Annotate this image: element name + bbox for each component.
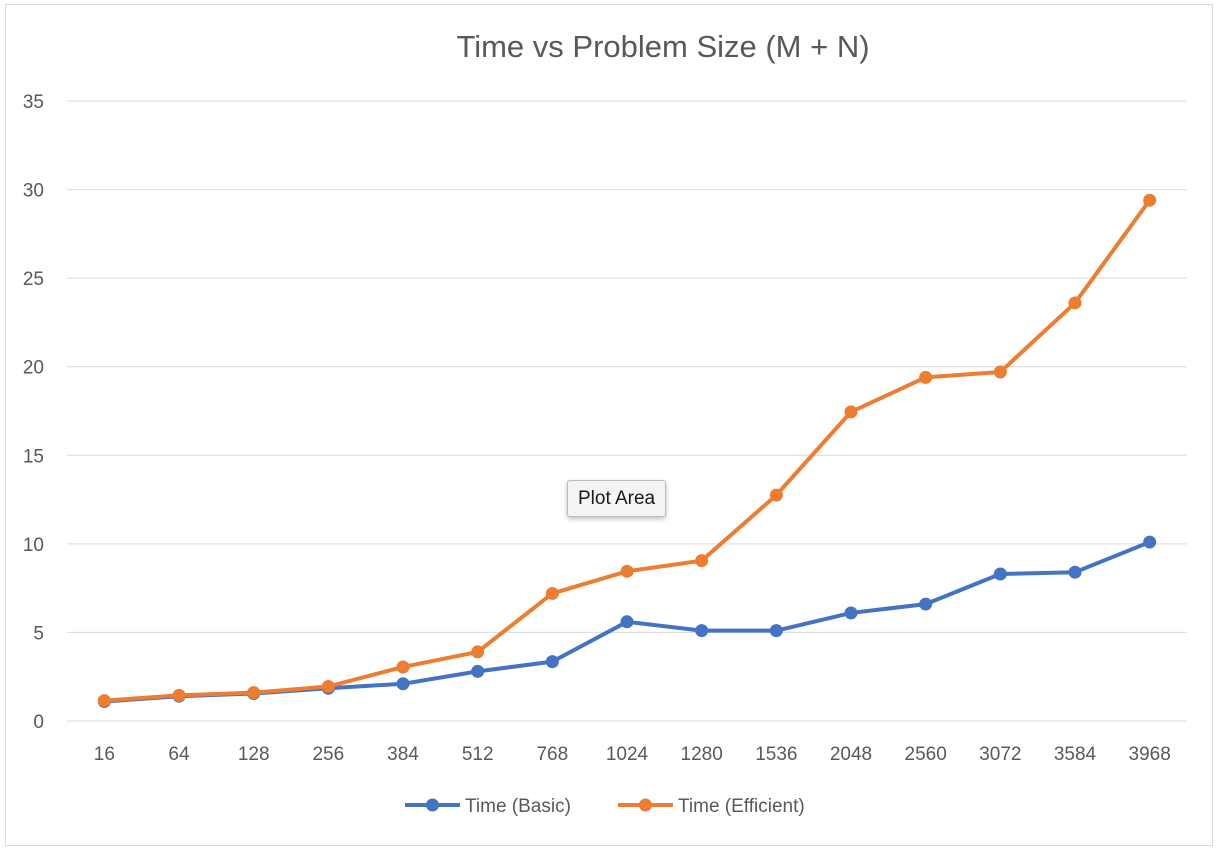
x-tick-label: 1280 — [681, 744, 723, 765]
x-tick-label: 128 — [238, 744, 270, 765]
y-tick-label: 30 — [23, 181, 44, 202]
x-tick-label: 384 — [387, 744, 419, 765]
data-point[interactable] — [396, 660, 410, 674]
data-point[interactable] — [172, 688, 186, 702]
y-tick-label: 20 — [23, 358, 44, 379]
y-tick-label: 25 — [23, 269, 44, 290]
chart-title: Time vs Problem Size (M + N) — [456, 29, 869, 64]
data-point[interactable] — [919, 370, 933, 384]
data-point[interactable] — [545, 586, 559, 600]
data-point[interactable] — [695, 554, 709, 568]
data-point[interactable] — [844, 405, 858, 419]
data-point[interactable] — [1143, 193, 1157, 207]
series-1[interactable] — [97, 193, 1157, 708]
legend-label: Time (Basic) — [465, 796, 571, 817]
x-tick-label: 2048 — [830, 744, 872, 765]
data-point[interactable] — [1068, 296, 1082, 310]
plot-area[interactable] — [97, 193, 1157, 709]
legend-marker — [426, 798, 439, 812]
legend-marker — [639, 798, 652, 812]
x-tick-label: 64 — [168, 744, 190, 765]
x-tick-label: 1536 — [755, 744, 797, 765]
legend-item-1[interactable]: Time (Efficient) — [618, 796, 805, 817]
data-point[interactable] — [620, 615, 634, 629]
x-tick-label: 512 — [462, 744, 494, 765]
x-tick-label: 16 — [94, 744, 115, 765]
legend-item-0[interactable]: Time (Basic) — [405, 796, 571, 817]
data-point[interactable] — [769, 488, 783, 502]
x-tick-label: 3968 — [1129, 744, 1171, 765]
data-point[interactable] — [993, 567, 1007, 581]
x-tick-label: 3072 — [979, 744, 1021, 765]
chart-frame[interactable] — [5, 4, 1213, 846]
data-point[interactable] — [993, 365, 1007, 379]
legend[interactable]: Time (Basic) Time (Efficient) — [405, 796, 805, 817]
data-point[interactable] — [769, 624, 783, 638]
data-point[interactable] — [844, 606, 858, 620]
data-point[interactable] — [545, 655, 559, 669]
data-point[interactable] — [321, 679, 335, 693]
data-point[interactable] — [471, 664, 485, 678]
series-0[interactable] — [97, 535, 1157, 709]
y-tick-label: 15 — [23, 446, 44, 467]
x-tick-label: 3584 — [1054, 744, 1097, 765]
data-point[interactable] — [97, 694, 111, 708]
x-tick-label: 256 — [312, 744, 344, 765]
data-point[interactable] — [1068, 565, 1082, 579]
x-axis-ticks: 16 64 128 256 384 512 768 1024 1280 1536 2048 2560 3… — [94, 744, 1171, 765]
data-point[interactable] — [620, 564, 634, 578]
legend-label: Time (Efficient) — [678, 796, 805, 817]
x-tick-label: 2560 — [905, 744, 947, 765]
y-tick-label: 5 — [33, 623, 44, 644]
x-tick-label: 768 — [536, 744, 568, 765]
data-point[interactable] — [695, 624, 709, 638]
x-tick-label: 1024 — [606, 744, 649, 765]
plot-area-tooltip: Plot Area — [567, 480, 667, 517]
data-point[interactable] — [1143, 535, 1157, 549]
y-tick-label: 0 — [33, 712, 44, 733]
y-tick-label: 10 — [23, 535, 44, 556]
y-axis-ticks: 0 5 10 15 20 25 30 35 — [23, 92, 44, 733]
data-point[interactable] — [247, 686, 261, 700]
data-point[interactable] — [471, 645, 485, 659]
data-point[interactable] — [919, 597, 933, 611]
gridlines — [67, 100, 1187, 722]
y-tick-label: 35 — [23, 92, 44, 113]
data-point[interactable] — [396, 677, 410, 691]
